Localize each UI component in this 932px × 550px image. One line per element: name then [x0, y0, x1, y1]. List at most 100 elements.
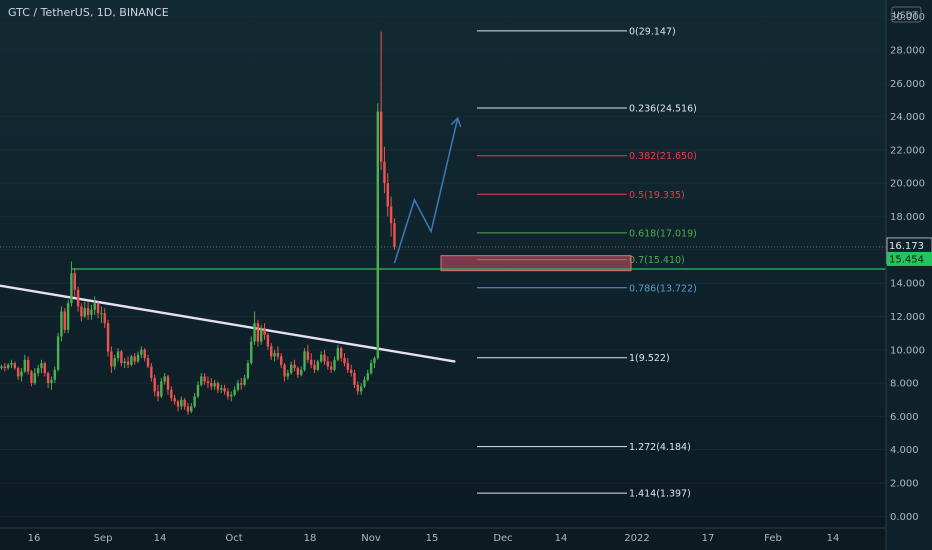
candle-body: [306, 351, 310, 360]
candle-body: [30, 371, 33, 384]
currency-label-box: [891, 6, 922, 23]
candle-body: [309, 359, 313, 365]
fib-level-label: 0.382(21.650): [629, 151, 697, 162]
time-axis: 16 Sep 14 Oct 18 Nov 15 Dec 14 2022 17 Feb 14: [0, 527, 886, 544]
candle-body: [233, 389, 236, 395]
candle-body: [16, 368, 20, 377]
candle-body: [256, 323, 260, 342]
candle-body: [156, 391, 160, 397]
x-tick-label: Feb: [764, 533, 782, 544]
candle-body: [296, 368, 300, 375]
candle-body: [200, 376, 203, 385]
candle-body: [56, 336, 60, 370]
candle-body: [80, 306, 83, 317]
candle-body: [383, 161, 386, 184]
candle-body: [250, 341, 253, 364]
x-tick-label: 15: [426, 533, 439, 544]
candle-body: [66, 303, 70, 330]
candle-body: [220, 388, 223, 390]
candle-body: [343, 358, 346, 364]
projection-path: [393, 118, 459, 264]
x-tick-label: 14: [154, 533, 167, 544]
candle-body: [73, 273, 76, 290]
candle-body: [13, 363, 17, 369]
candle-body: [186, 406, 190, 412]
candle-body: [170, 389, 173, 399]
x-tick-label: Sep: [94, 533, 113, 544]
fib-level-label: 0.236(24.516): [629, 103, 697, 114]
y-tick-label: 4.000: [890, 445, 919, 456]
y-tick-label: 8.000: [890, 379, 919, 390]
candle-body: [23, 359, 27, 372]
candle-body: [163, 376, 166, 382]
candle-body: [133, 356, 136, 362]
candle-body: [363, 379, 366, 387]
y-tick-label: 2.000: [890, 479, 919, 490]
candle-body: [316, 361, 320, 370]
candle-body: [190, 406, 193, 412]
candle-body: [43, 363, 46, 374]
candle-body: [246, 363, 250, 379]
candle-body: [53, 369, 56, 380]
fib-level-label: 0.618(17.019): [629, 228, 697, 239]
fib-level-label: 0.7(15.410): [629, 255, 685, 266]
candles: [0, 31, 396, 415]
candle-body: [346, 363, 350, 370]
candle-body: [303, 351, 306, 370]
y-tick-label: 10.000: [890, 345, 925, 356]
candle-body: [10, 363, 13, 365]
candle-body: [100, 313, 103, 315]
y-tick-label: 30.000: [890, 12, 925, 23]
candle-body: [270, 346, 273, 357]
y-tick-label: 22.000: [890, 145, 925, 156]
x-tick-label: 17: [702, 533, 715, 544]
x-tick-label: 14: [827, 533, 840, 544]
candle-body: [333, 359, 336, 370]
candle-body: [63, 311, 66, 330]
candle-body: [36, 368, 40, 374]
candle-body: [130, 356, 133, 365]
candle-body: [203, 376, 206, 382]
candle-body: [173, 398, 176, 402]
last-close-value: 15.454: [889, 254, 924, 265]
candle-body: [166, 376, 170, 390]
candle-body: [236, 383, 240, 390]
candle-body: [206, 381, 210, 384]
candle-body: [40, 363, 43, 369]
candle-body: [96, 303, 100, 314]
candle-body: [146, 358, 150, 367]
y-tick-label: 6.000: [890, 412, 919, 423]
chart-title: GTC / TetherUS, 1D, BINANCE: [8, 6, 169, 19]
y-tick-label: 0.000: [890, 512, 919, 523]
candle-body: [283, 364, 286, 377]
candle-body: [286, 373, 290, 377]
current-price-value: 16.173: [889, 241, 924, 252]
y-tick-label: 20.000: [890, 179, 925, 190]
candle-body: [226, 391, 230, 397]
price-axis: 30.000 28.000 26.000 24.000 22.000 20.000 18.0…: [885, 0, 932, 550]
projection-arrowhead: [450, 116, 462, 128]
candle-body: [103, 313, 106, 324]
candle-body: [273, 353, 276, 357]
candle-body: [193, 396, 196, 407]
candle-body: [253, 323, 256, 342]
candle-body: [266, 334, 270, 347]
candle-body: [243, 378, 246, 385]
grid: [0, 16, 886, 517]
candle-body: [366, 373, 369, 380]
x-tick-label: 18: [304, 533, 317, 544]
candle-body: [326, 361, 330, 367]
currency-label: USDT: [893, 11, 918, 21]
candle-body: [263, 328, 266, 335]
fib-level-label: 1.272(4.184): [629, 442, 691, 453]
fib-level-label: 0.5(19.335): [629, 190, 685, 201]
candle-body: [150, 366, 153, 379]
candle-body: [26, 359, 30, 372]
candle-body: [183, 399, 186, 407]
candle-body: [359, 386, 363, 392]
candle-body: [3, 366, 7, 369]
fib-level-label: 1.414(1.397): [629, 489, 691, 500]
candle-body: [313, 364, 316, 370]
